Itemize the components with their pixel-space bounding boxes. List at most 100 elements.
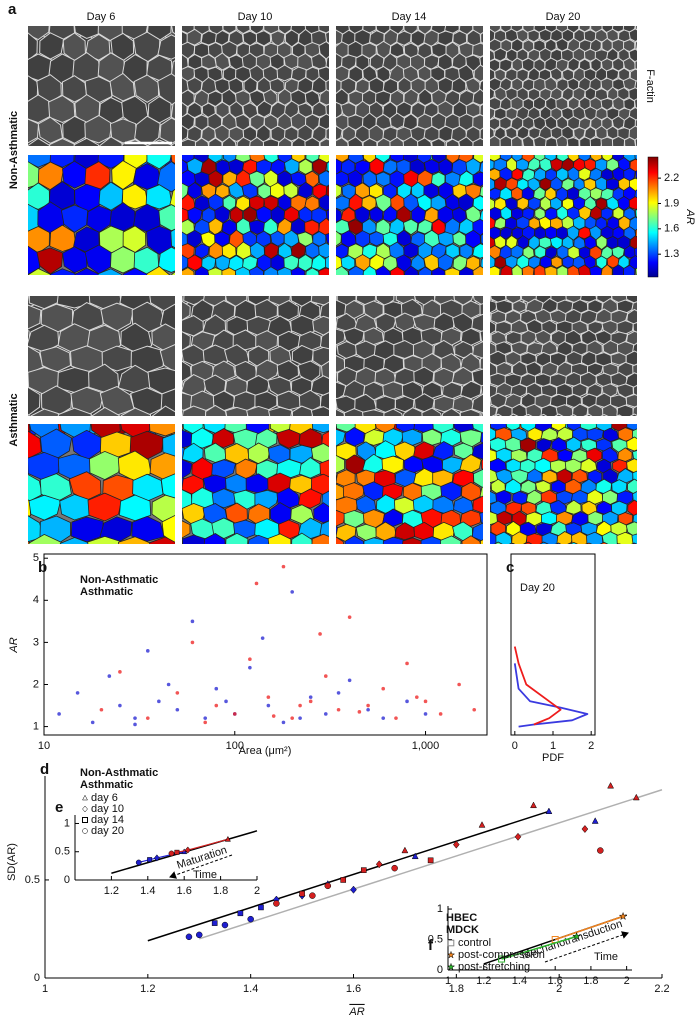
cell bbox=[420, 536, 443, 544]
cell bbox=[479, 161, 483, 174]
panel-label: a bbox=[8, 1, 17, 18]
x-tick-label: 1 bbox=[445, 975, 451, 987]
cell bbox=[28, 304, 42, 330]
cell bbox=[28, 330, 31, 347]
point bbox=[632, 793, 640, 801]
cell bbox=[161, 515, 175, 544]
cell bbox=[28, 272, 29, 275]
cell bbox=[490, 126, 495, 139]
point bbox=[438, 712, 443, 716]
legend-entry: control bbox=[458, 937, 491, 949]
legend-entry: day 20 bbox=[91, 825, 124, 837]
cell bbox=[631, 533, 637, 544]
micrograph bbox=[28, 26, 175, 146]
cell bbox=[146, 265, 171, 275]
cell bbox=[347, 136, 364, 146]
cell bbox=[297, 254, 313, 272]
cell bbox=[28, 464, 30, 474]
legend-entry: day 6 bbox=[91, 792, 118, 804]
cell bbox=[569, 414, 577, 416]
cell bbox=[600, 136, 615, 146]
cell bbox=[471, 442, 483, 460]
cell bbox=[606, 254, 620, 269]
cell bbox=[318, 267, 329, 275]
cell bbox=[555, 404, 574, 416]
cell bbox=[37, 116, 63, 144]
cell bbox=[57, 407, 92, 416]
cell bbox=[481, 459, 483, 470]
cell bbox=[305, 267, 320, 275]
point bbox=[323, 712, 328, 716]
colorbar-tick-label: 1.3 bbox=[664, 248, 679, 260]
y-tick-label: 0 bbox=[34, 972, 40, 984]
cell bbox=[182, 520, 191, 539]
x-tick-label: 0 bbox=[512, 740, 518, 752]
point bbox=[57, 712, 61, 716]
legend-marker bbox=[446, 962, 456, 971]
point bbox=[254, 581, 259, 586]
cell bbox=[505, 177, 519, 191]
cell bbox=[336, 299, 347, 318]
cell bbox=[336, 195, 350, 211]
cell bbox=[146, 155, 172, 170]
cell bbox=[28, 386, 41, 416]
cell bbox=[182, 300, 191, 321]
cell bbox=[151, 405, 175, 416]
cell bbox=[190, 427, 214, 449]
cell bbox=[585, 542, 593, 544]
legend-marker bbox=[447, 939, 455, 947]
cell bbox=[290, 266, 306, 275]
cell bbox=[490, 265, 501, 275]
cell bbox=[599, 541, 609, 544]
cell bbox=[149, 536, 175, 544]
cell bbox=[472, 195, 483, 211]
point bbox=[366, 707, 370, 712]
point bbox=[237, 910, 244, 917]
cell bbox=[28, 26, 50, 41]
fit-line bbox=[147, 810, 550, 942]
connector bbox=[501, 935, 577, 960]
micrograph bbox=[182, 296, 329, 416]
x-tick-label: 2 bbox=[624, 975, 630, 987]
column-header: Day 10 bbox=[238, 11, 273, 23]
cell bbox=[182, 489, 193, 510]
column-header: Day 14 bbox=[392, 11, 427, 23]
cell bbox=[587, 403, 605, 416]
cell bbox=[510, 543, 516, 544]
cell bbox=[183, 296, 205, 306]
cell bbox=[494, 413, 503, 416]
cell bbox=[600, 264, 613, 275]
cell bbox=[149, 424, 175, 437]
axes-frame bbox=[43, 553, 488, 736]
cell bbox=[521, 265, 535, 275]
point bbox=[271, 714, 276, 718]
micrograph bbox=[490, 296, 637, 416]
cell bbox=[202, 314, 227, 336]
point bbox=[266, 695, 271, 699]
panel-label: f bbox=[428, 937, 434, 954]
micrograph bbox=[336, 296, 483, 416]
cell bbox=[134, 115, 161, 146]
point bbox=[423, 712, 428, 716]
point bbox=[118, 703, 122, 708]
cell bbox=[319, 459, 329, 478]
point bbox=[157, 699, 161, 704]
micrograph bbox=[182, 155, 329, 275]
cell bbox=[225, 532, 249, 544]
cell bbox=[473, 64, 483, 83]
cell bbox=[495, 531, 513, 544]
cell bbox=[635, 170, 637, 179]
point bbox=[572, 931, 582, 941]
cell bbox=[336, 183, 342, 199]
x-tick-label: 1 bbox=[550, 740, 556, 752]
cell bbox=[28, 345, 44, 375]
cell bbox=[186, 101, 203, 119]
annotation: Maturation bbox=[175, 844, 228, 871]
cell bbox=[631, 542, 637, 544]
point bbox=[498, 955, 506, 963]
cell bbox=[369, 53, 385, 71]
cell bbox=[586, 427, 604, 442]
cell bbox=[325, 185, 329, 198]
cell bbox=[49, 224, 77, 252]
point bbox=[324, 882, 332, 890]
